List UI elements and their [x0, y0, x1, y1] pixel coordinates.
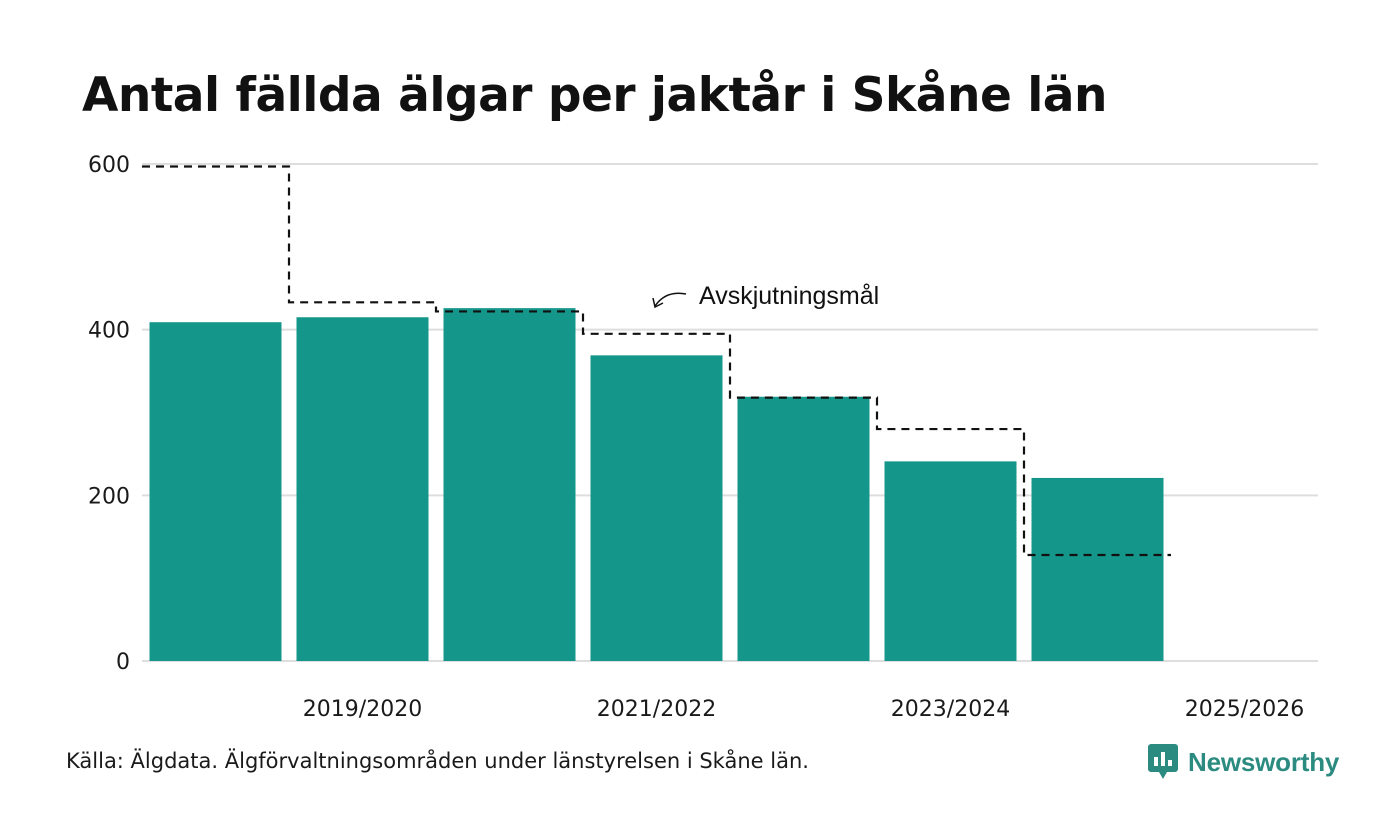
bar [443, 308, 576, 661]
y-tick-label: 600 [88, 153, 130, 178]
x-tick-label: 2021/2022 [597, 697, 716, 722]
y-tick-label: 400 [88, 319, 130, 344]
target-step-line [142, 165, 1171, 557]
x-tick-label: 2023/2024 [891, 697, 1010, 722]
newsworthy-logo: Newsworthy [1148, 744, 1339, 780]
bar [590, 355, 723, 661]
annotation-label: Avskjutningsmål [699, 282, 879, 310]
bar [737, 396, 870, 661]
bar-chart: 0 200 400 600 2019/2020 2021/2022 2023/2024 202… [88, 153, 1318, 722]
x-tick-label: 2019/2020 [303, 697, 422, 722]
source-note: Källa: Älgdata. Älgförvaltningsområden u… [66, 749, 809, 773]
annotation-arrowhead [652, 297, 664, 309]
newsworthy-logo-icon [1148, 744, 1178, 779]
x-tick-label: 2025/2026 [1185, 697, 1304, 722]
bar [884, 461, 1017, 661]
y-tick-label: 0 [116, 650, 130, 675]
bar [1031, 477, 1164, 661]
bar [149, 322, 282, 661]
chart-title: Antal fällda älgar per jaktår i Skåne lä… [82, 68, 1107, 123]
annotation-arrow [654, 292, 687, 307]
brand-name: Newsworthy [1188, 746, 1340, 777]
y-tick-label: 200 [88, 484, 130, 509]
bar [296, 317, 429, 661]
